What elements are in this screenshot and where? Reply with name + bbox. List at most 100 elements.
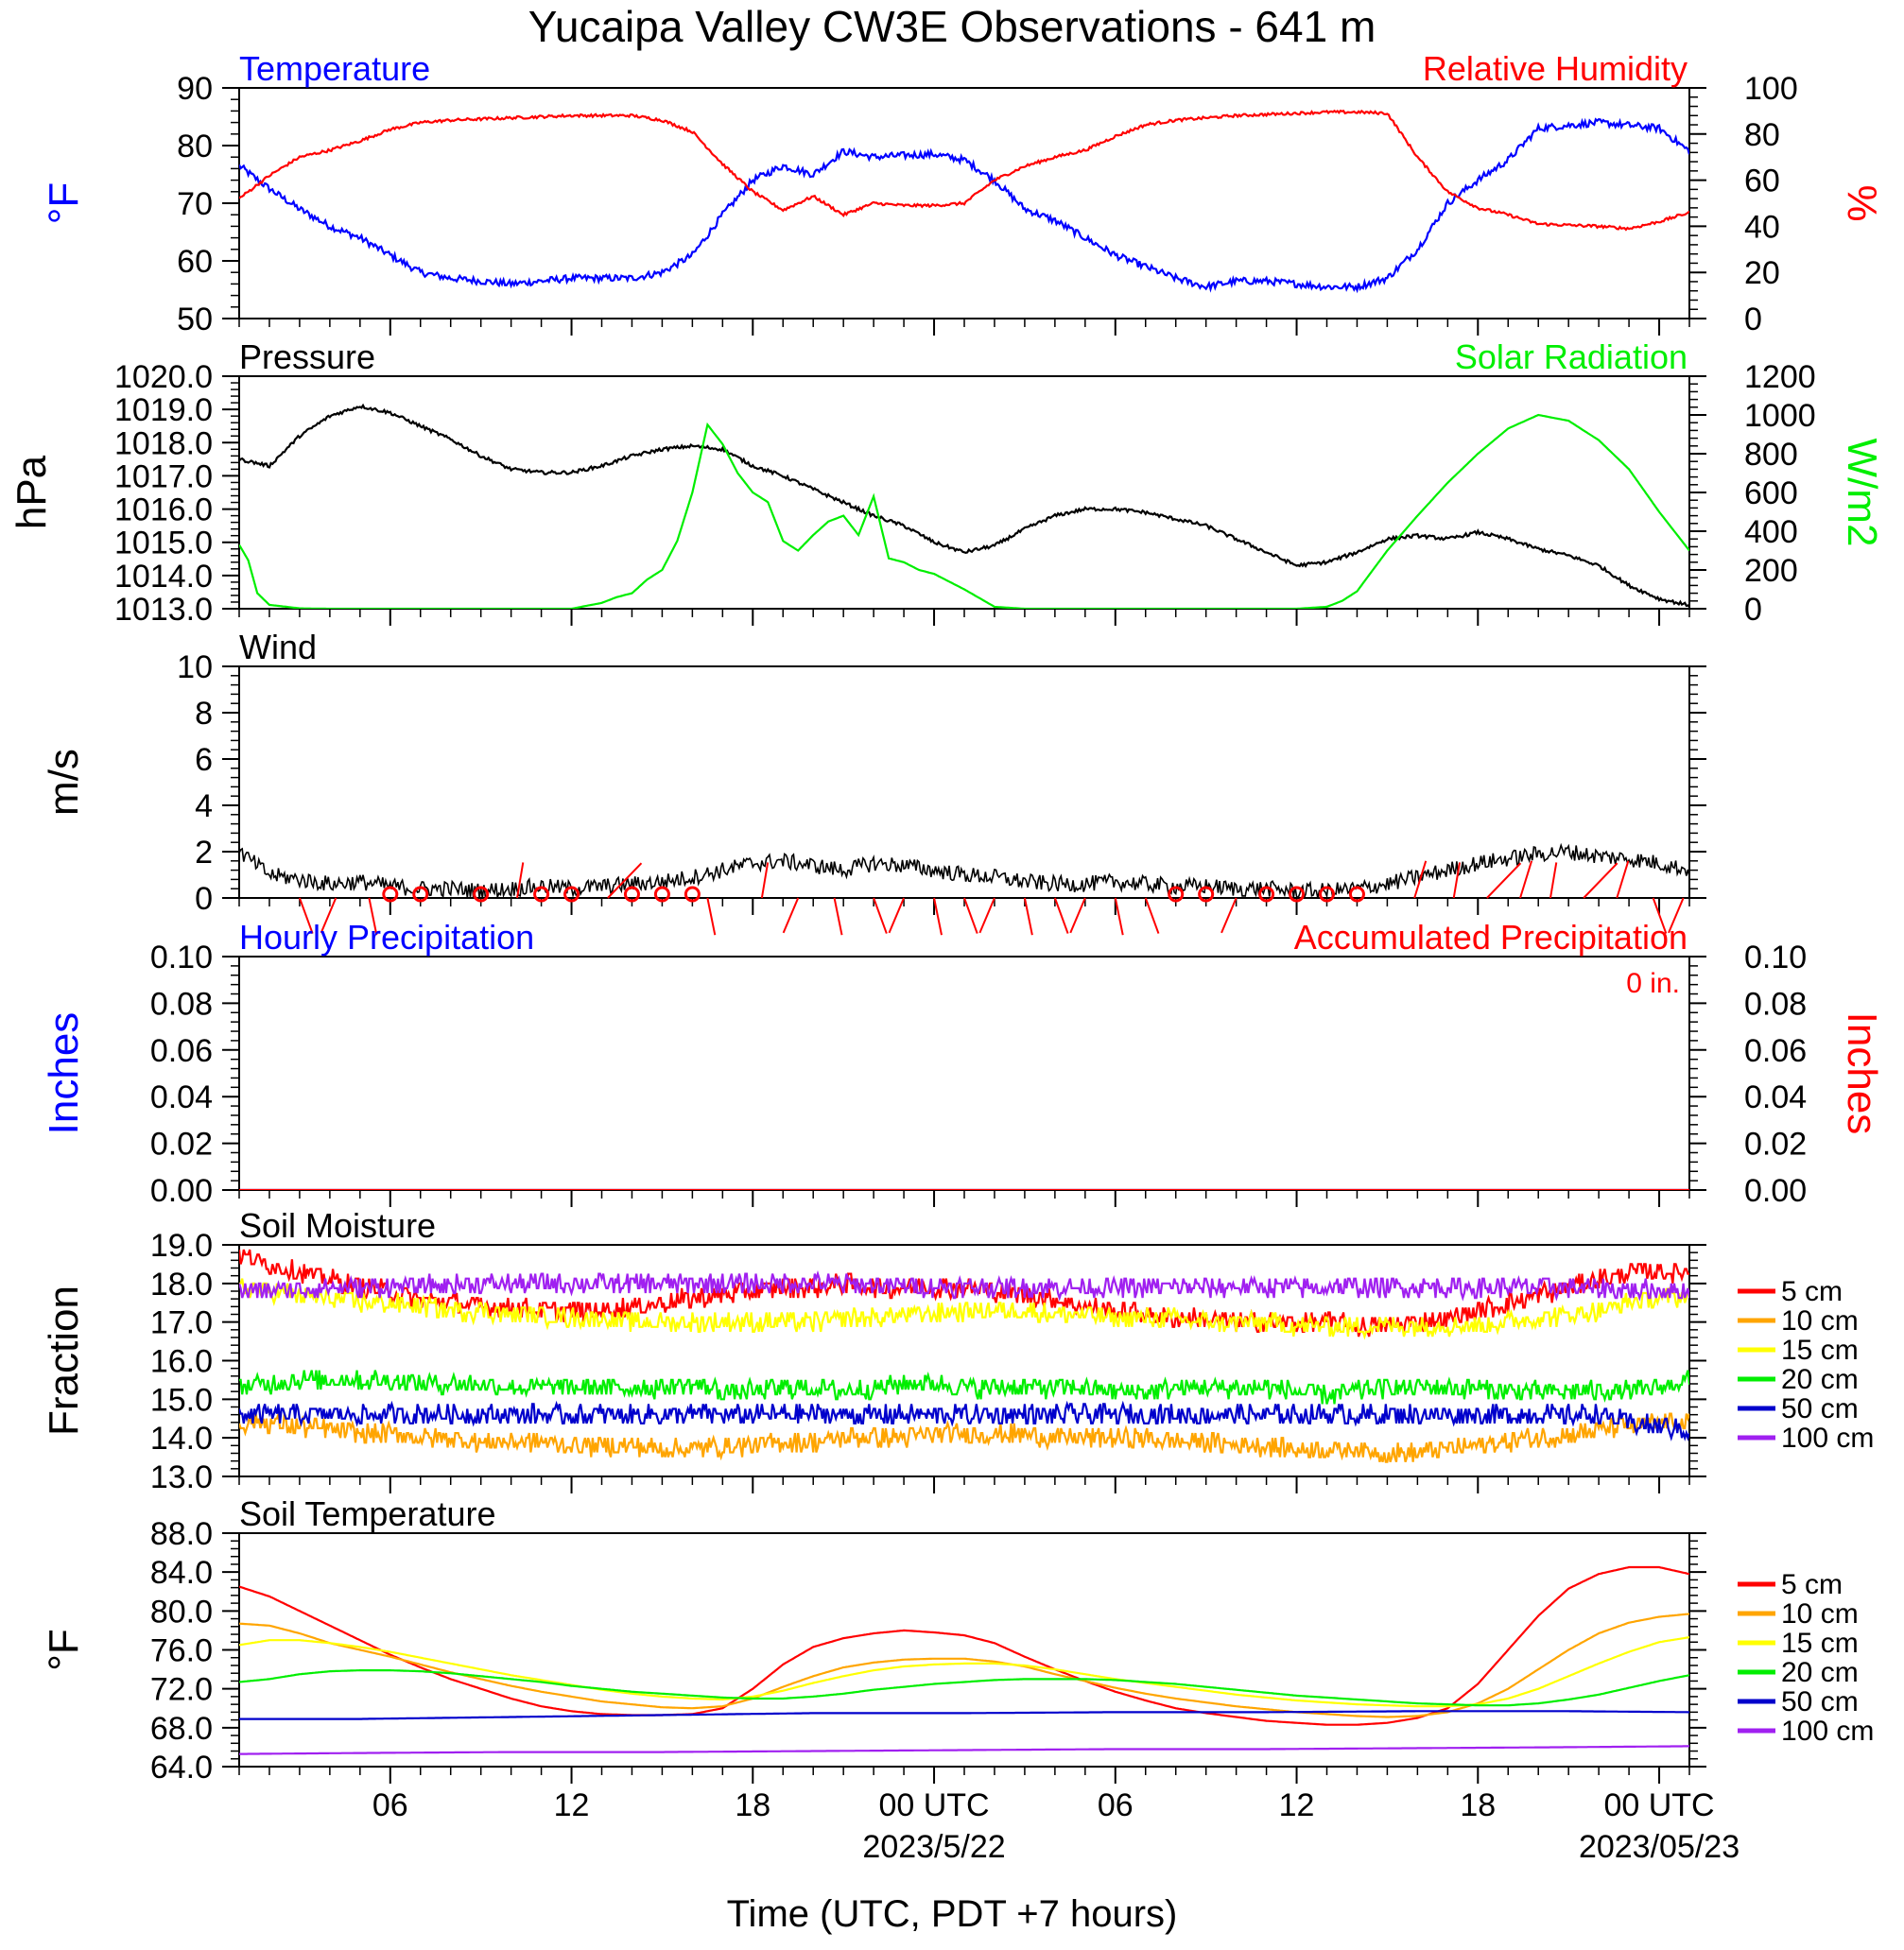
wind-barb xyxy=(1668,897,1685,934)
wind-barb xyxy=(888,897,906,934)
wind-barb xyxy=(1616,860,1630,899)
x-tick-label: 00 UTC xyxy=(878,1787,989,1823)
y-tick-label-left: 4 xyxy=(195,788,213,824)
panel-title-right: Relative Humidity xyxy=(1423,49,1688,88)
y-tick-label-left: 17.0 xyxy=(150,1305,213,1341)
calm-wind-circle xyxy=(563,886,580,903)
series-line-50-cm xyxy=(239,1710,1689,1720)
y-tick-label-left: 0.00 xyxy=(150,1173,213,1209)
y-tick-label-left: 1015.0 xyxy=(114,526,213,561)
series-line-temperature xyxy=(239,117,1689,294)
y-tick-label-right: 1000 xyxy=(1744,398,1816,434)
legend-label: 10 cm xyxy=(1781,1598,1859,1630)
y-axis-label-right: W/m2 xyxy=(1839,439,1885,547)
x-tick-label: 06 xyxy=(1098,1787,1134,1823)
y-tick-label-right: 0.00 xyxy=(1744,1173,1807,1209)
wind-barb xyxy=(1583,862,1618,899)
calm-wind-circle xyxy=(412,886,429,903)
wind-barb xyxy=(1549,862,1558,899)
calm-wind-circle xyxy=(653,886,670,903)
wind-barb xyxy=(978,897,995,934)
wind-barb xyxy=(320,897,338,934)
y-axis-label-left: Inches xyxy=(41,1012,87,1135)
x-axis-label: Time (UTC, PDT +7 hours) xyxy=(727,1893,1178,1935)
legend-label: 100 cm xyxy=(1781,1423,1874,1454)
y-tick-label-left: 14.0 xyxy=(150,1421,213,1457)
panel-pressure_solar: 1013.01014.01015.01016.01017.01018.01019… xyxy=(9,337,1885,628)
panel-title-left: Wind xyxy=(239,628,317,666)
y-axis-label-right: % xyxy=(1839,184,1885,221)
accumulated-total-label: 0 in. xyxy=(1626,968,1680,999)
wind-barb xyxy=(1486,862,1522,899)
x-tick-label: 12 xyxy=(1279,1787,1315,1823)
y-tick-label-left: 84.0 xyxy=(150,1555,213,1591)
legend-label: 15 cm xyxy=(1781,1628,1859,1659)
y-tick-label-left: 1016.0 xyxy=(114,492,213,528)
series-line-relative-humidity xyxy=(239,109,1689,232)
legend-label: 10 cm xyxy=(1781,1305,1859,1337)
y-tick-label-right: 40 xyxy=(1744,209,1780,245)
series-line-5-cm xyxy=(239,1565,1689,1726)
x-tick-date-label: 2023/05/23 xyxy=(1579,1829,1740,1865)
y-tick-label-left: 0.06 xyxy=(150,1033,213,1069)
y-axis-label-left: °F xyxy=(41,1629,87,1670)
wind-barb xyxy=(1519,860,1533,899)
series-line-pressure xyxy=(239,403,1689,608)
wind-barb xyxy=(1069,897,1086,934)
calm-wind-circle xyxy=(623,886,640,903)
x-tick-label: 06 xyxy=(372,1787,408,1823)
series-line-20-cm xyxy=(239,1370,1689,1405)
y-tick-label-left: 18.0 xyxy=(150,1267,213,1303)
panel-title-left: Pressure xyxy=(239,337,375,376)
series-line-15-cm xyxy=(239,1636,1689,1708)
y-tick-label-left: 1019.0 xyxy=(114,392,213,428)
legend-label: 100 cm xyxy=(1781,1716,1874,1747)
series-line-15-cm xyxy=(239,1278,1689,1340)
y-tick-label-right: 100 xyxy=(1744,71,1798,107)
wind-barb xyxy=(1220,897,1238,934)
y-tick-label-left: 0.02 xyxy=(150,1127,213,1163)
y-tick-label-left: 6 xyxy=(195,742,213,778)
wind-barb xyxy=(873,897,888,934)
calm-wind-circle xyxy=(1168,886,1185,903)
wind-barb xyxy=(368,897,378,936)
y-tick-label-left: 0.08 xyxy=(150,986,213,1022)
x-tick-label: 00 UTC xyxy=(1603,1787,1714,1823)
y-tick-label-left: 60 xyxy=(177,244,213,280)
legend-label: 5 cm xyxy=(1781,1276,1843,1307)
y-tick-label-right: 20 xyxy=(1744,255,1780,291)
y-tick-label-left: 15.0 xyxy=(150,1382,213,1418)
series-line-20-cm xyxy=(239,1668,1689,1707)
y-tick-label-right: 0 xyxy=(1744,592,1762,628)
y-tick-label-right: 0.08 xyxy=(1744,986,1807,1022)
calm-wind-circle xyxy=(684,886,701,903)
y-tick-label-left: 2 xyxy=(195,835,213,871)
y-axis-label-right: Inches xyxy=(1839,1012,1885,1135)
legend-label: 50 cm xyxy=(1781,1393,1859,1424)
y-tick-label-left: 0.10 xyxy=(150,940,213,975)
figure-title: Yucaipa Valley CW3E Observations - 641 m xyxy=(528,2,1376,51)
calm-wind-circle xyxy=(1198,886,1215,903)
y-tick-label-right: 0.06 xyxy=(1744,1033,1807,1069)
y-tick-label-left: 1013.0 xyxy=(114,592,213,628)
calm-wind-circle xyxy=(382,886,399,903)
panel-title-left: Temperature xyxy=(239,49,430,88)
wind-barb xyxy=(1023,897,1033,936)
y-tick-label-left: 19.0 xyxy=(150,1228,213,1264)
panel-title-left: Hourly Precipitation xyxy=(239,918,534,957)
series-line-10-cm xyxy=(239,1412,1689,1463)
y-tick-label-right: 600 xyxy=(1744,475,1798,511)
y-tick-label-left: 0.04 xyxy=(150,1079,213,1115)
y-tick-label-left: 16.0 xyxy=(150,1344,213,1380)
legend-label: 20 cm xyxy=(1781,1657,1859,1688)
calm-wind-circle xyxy=(533,886,550,903)
panel-title-left: Soil Moisture xyxy=(239,1206,436,1245)
wind-barb xyxy=(607,862,643,899)
legend-label: 5 cm xyxy=(1781,1569,1843,1600)
panel-precipitation: 0.00 0.02 0.04 0.06 0.08 0.10 0.00 0.02 0.04 0.06… xyxy=(41,918,1885,1209)
series-line-50-cm xyxy=(239,1400,1689,1441)
wind-barb xyxy=(298,897,314,934)
